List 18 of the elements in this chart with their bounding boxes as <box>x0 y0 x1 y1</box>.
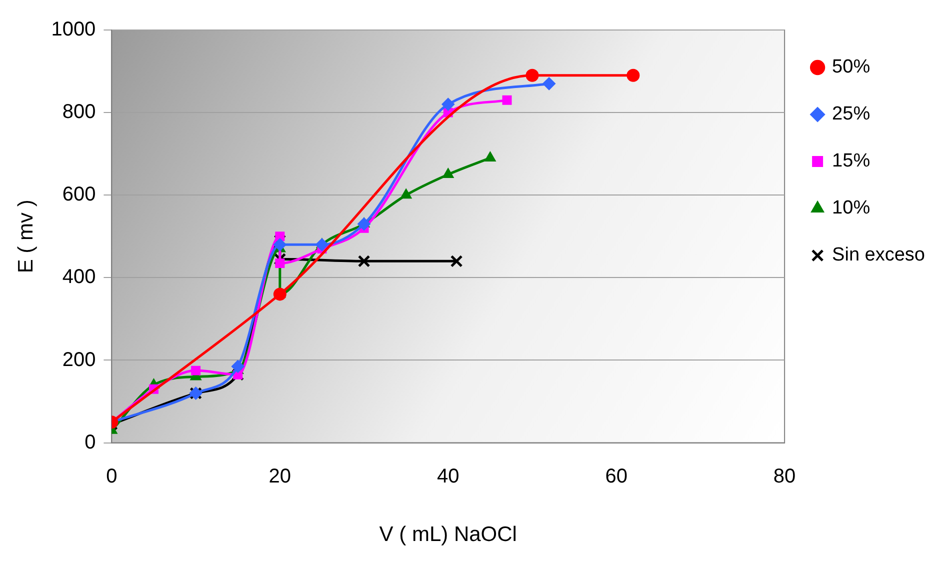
legend-label: Sin exceso <box>832 244 926 266</box>
y-tick-label: 1000 <box>51 18 96 41</box>
x-tick-label: 20 <box>268 465 292 488</box>
x-tick-label: 40 <box>437 465 460 488</box>
x-tick-label: 80 <box>773 465 796 488</box>
x-axis-title: V ( mL) NaOCl <box>379 523 517 546</box>
legend-label: 15% <box>832 150 870 172</box>
legend-label: 10% <box>832 198 870 219</box>
y-tick-label: 600 <box>62 184 96 206</box>
y-tick-label: 0 <box>84 431 96 454</box>
y-tick-label: 800 <box>62 101 96 124</box>
x-tick-label: 0 <box>106 465 118 488</box>
legend-label: 25% <box>832 104 870 125</box>
y-axis-title: E ( mv ) <box>14 200 38 274</box>
y-tick-label: 400 <box>62 266 96 288</box>
y-tick-label: 200 <box>62 348 96 371</box>
legend-label: 50% <box>832 56 870 78</box>
x-tick-label: 60 <box>605 465 628 488</box>
